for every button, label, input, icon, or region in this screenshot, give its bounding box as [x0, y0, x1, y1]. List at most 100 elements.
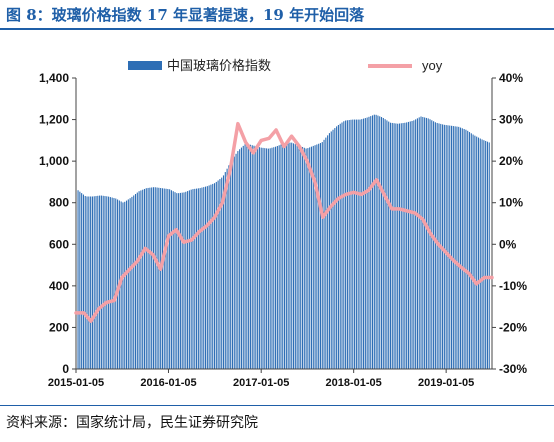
bar — [282, 143, 284, 369]
bar — [404, 122, 406, 369]
bar — [192, 189, 194, 369]
bar — [366, 117, 368, 369]
bar — [459, 127, 462, 369]
x-tick-label: 2016-01-05 — [140, 377, 196, 389]
bar — [307, 148, 309, 369]
bar — [113, 198, 115, 369]
bar — [346, 120, 348, 369]
bar — [154, 187, 156, 369]
bar — [181, 192, 183, 369]
bar — [213, 183, 216, 369]
legend-label-bar: 中国玻璃价格指数 — [167, 58, 271, 73]
bar — [226, 168, 228, 369]
bar — [330, 131, 332, 369]
y-right-tick-label: -20% — [499, 320, 527, 334]
bar — [289, 142, 291, 369]
bar — [318, 143, 320, 369]
bar — [407, 121, 410, 370]
bar — [479, 138, 481, 369]
bar — [140, 190, 142, 369]
bar-series — [77, 114, 490, 370]
y-left-tick-label: 400 — [49, 279, 69, 293]
bar — [255, 146, 257, 369]
bar — [212, 183, 214, 369]
bar — [273, 147, 275, 369]
bar — [386, 120, 388, 369]
y-left-tick-label: 600 — [49, 237, 69, 251]
bar — [361, 119, 363, 369]
bar — [449, 125, 451, 369]
bar — [424, 117, 426, 369]
bar — [134, 194, 137, 369]
bar — [149, 187, 151, 369]
bar — [433, 121, 435, 369]
bar — [239, 149, 241, 369]
bar — [445, 125, 447, 369]
legend-swatch-bar — [128, 61, 162, 70]
bar — [416, 118, 418, 370]
bar — [253, 145, 255, 369]
y-right-tick-label: 20% — [499, 154, 523, 168]
bar — [291, 142, 293, 369]
bar — [371, 115, 374, 369]
bar — [196, 188, 198, 369]
bar — [303, 147, 305, 369]
bar — [145, 188, 147, 369]
y-left-tick-label: 800 — [49, 196, 69, 210]
bar — [163, 188, 165, 369]
bar — [332, 129, 334, 369]
bar — [228, 165, 230, 369]
bar — [425, 117, 427, 370]
y-left-tick-label: 1,400 — [39, 71, 69, 85]
bar — [127, 199, 129, 369]
bar — [472, 134, 474, 369]
bar — [219, 179, 221, 369]
bar — [183, 192, 185, 369]
bar — [334, 128, 336, 369]
bar — [142, 189, 144, 369]
bar — [284, 143, 286, 369]
bar — [111, 197, 113, 369]
bar — [206, 186, 208, 369]
bar — [382, 117, 384, 370]
bar — [172, 191, 174, 369]
bar — [316, 144, 318, 369]
bar — [339, 123, 341, 369]
bar — [125, 200, 128, 369]
y-right-tick-label: 40% — [499, 71, 523, 85]
bar — [151, 187, 153, 369]
bar — [309, 147, 311, 369]
bar — [249, 144, 251, 369]
bar — [278, 145, 280, 369]
bar — [235, 153, 237, 369]
bar — [341, 122, 343, 369]
bar — [152, 187, 155, 369]
bar — [312, 145, 314, 369]
source-divider — [0, 405, 554, 406]
bar — [99, 195, 101, 369]
bar — [467, 130, 469, 369]
bar — [420, 116, 422, 370]
bar — [143, 188, 146, 369]
bar — [474, 135, 476, 369]
bar — [169, 189, 171, 369]
bar — [427, 118, 429, 369]
bar — [406, 122, 408, 369]
bar — [129, 198, 131, 369]
bar — [296, 144, 298, 369]
bar — [179, 192, 181, 369]
bar — [375, 114, 377, 369]
bar — [456, 126, 458, 369]
bar — [452, 126, 454, 369]
chart-title: 图 8：玻璃价格指数 17 年显著提速，19 年开始回落 — [6, 6, 365, 24]
legend: 中国玻璃价格指数 yoy — [128, 58, 443, 73]
title-divider — [0, 28, 554, 30]
bar — [305, 148, 307, 369]
bar — [199, 188, 201, 369]
bar — [88, 196, 90, 369]
bar — [160, 188, 162, 369]
bar — [240, 147, 243, 369]
bar — [434, 122, 436, 369]
bar — [400, 123, 402, 370]
bar — [100, 195, 102, 369]
